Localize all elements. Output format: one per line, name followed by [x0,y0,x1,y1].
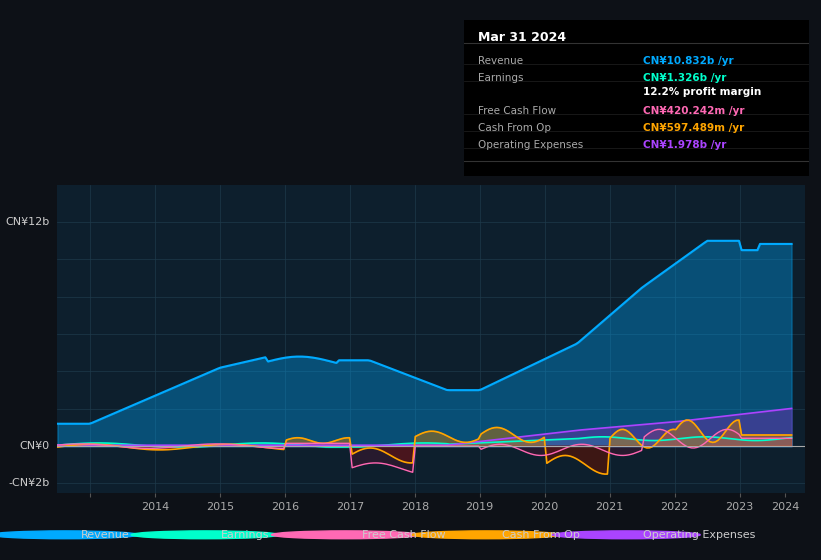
Circle shape [412,531,560,539]
Text: Earnings: Earnings [222,530,270,540]
Text: CN¥10.832b /yr: CN¥10.832b /yr [643,55,734,66]
Text: Operating Expenses: Operating Expenses [478,141,583,150]
Text: Revenue: Revenue [81,530,130,540]
Circle shape [553,531,700,539]
Text: CN¥1.326b /yr: CN¥1.326b /yr [643,73,727,83]
Text: Operating Expenses: Operating Expenses [643,530,754,540]
Text: Revenue: Revenue [478,55,523,66]
Circle shape [0,531,139,539]
Text: Free Cash Flow: Free Cash Flow [362,530,445,540]
Text: Cash From Op: Cash From Op [478,123,551,133]
Text: Free Cash Flow: Free Cash Flow [478,106,556,116]
Text: Cash From Op: Cash From Op [502,530,580,540]
Text: 12.2% profit margin: 12.2% profit margin [643,87,761,97]
Text: CN¥1.978b /yr: CN¥1.978b /yr [643,141,727,150]
Text: Earnings: Earnings [478,73,523,83]
Text: CN¥597.489m /yr: CN¥597.489m /yr [643,123,745,133]
Circle shape [272,531,420,539]
Text: CN¥0: CN¥0 [20,441,50,451]
Text: Mar 31 2024: Mar 31 2024 [478,31,566,44]
Text: CN¥12b: CN¥12b [6,217,50,227]
Text: -CN¥2b: -CN¥2b [9,478,50,488]
Circle shape [131,531,279,539]
Text: CN¥420.242m /yr: CN¥420.242m /yr [643,106,745,116]
